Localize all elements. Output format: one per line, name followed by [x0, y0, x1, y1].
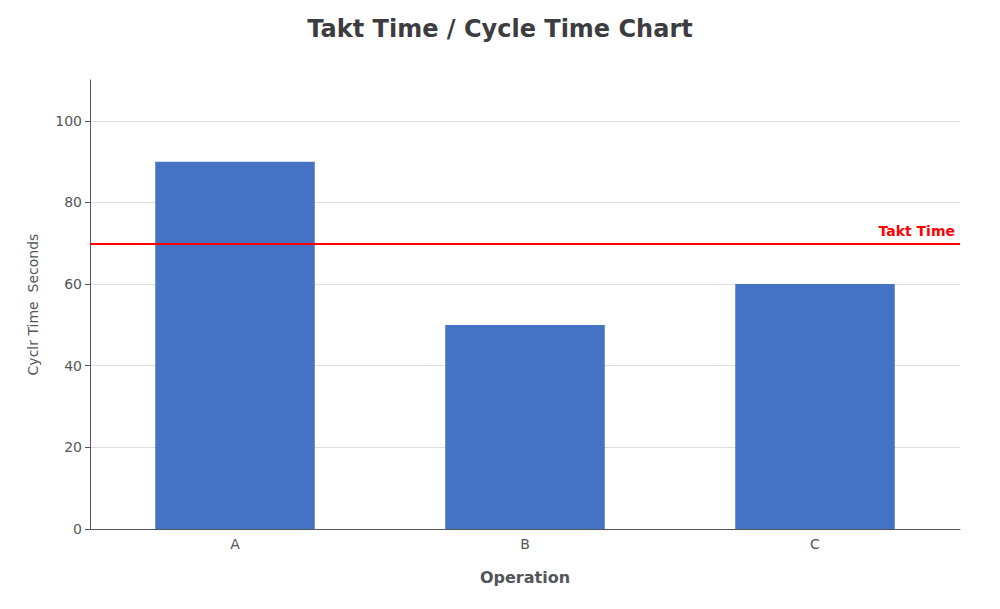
svg-text:Takt Time: Takt Time: [878, 223, 955, 239]
svg-text:Takt Time / Cycle Time Chart: Takt Time / Cycle Time Chart: [307, 15, 692, 43]
svg-text:60: 60: [64, 276, 82, 292]
svg-text:Cyclr Time Seconds: Cyclr Time Seconds: [25, 234, 41, 376]
svg-text:B: B: [520, 536, 530, 552]
svg-text:A: A: [230, 536, 240, 552]
svg-text:C: C: [810, 536, 820, 552]
svg-text:0: 0: [73, 521, 82, 537]
svg-text:20: 20: [64, 439, 82, 455]
svg-text:80: 80: [64, 194, 82, 210]
svg-text:Operation: Operation: [480, 568, 570, 587]
svg-text:100: 100: [55, 113, 82, 129]
svg-text:40: 40: [64, 358, 82, 374]
